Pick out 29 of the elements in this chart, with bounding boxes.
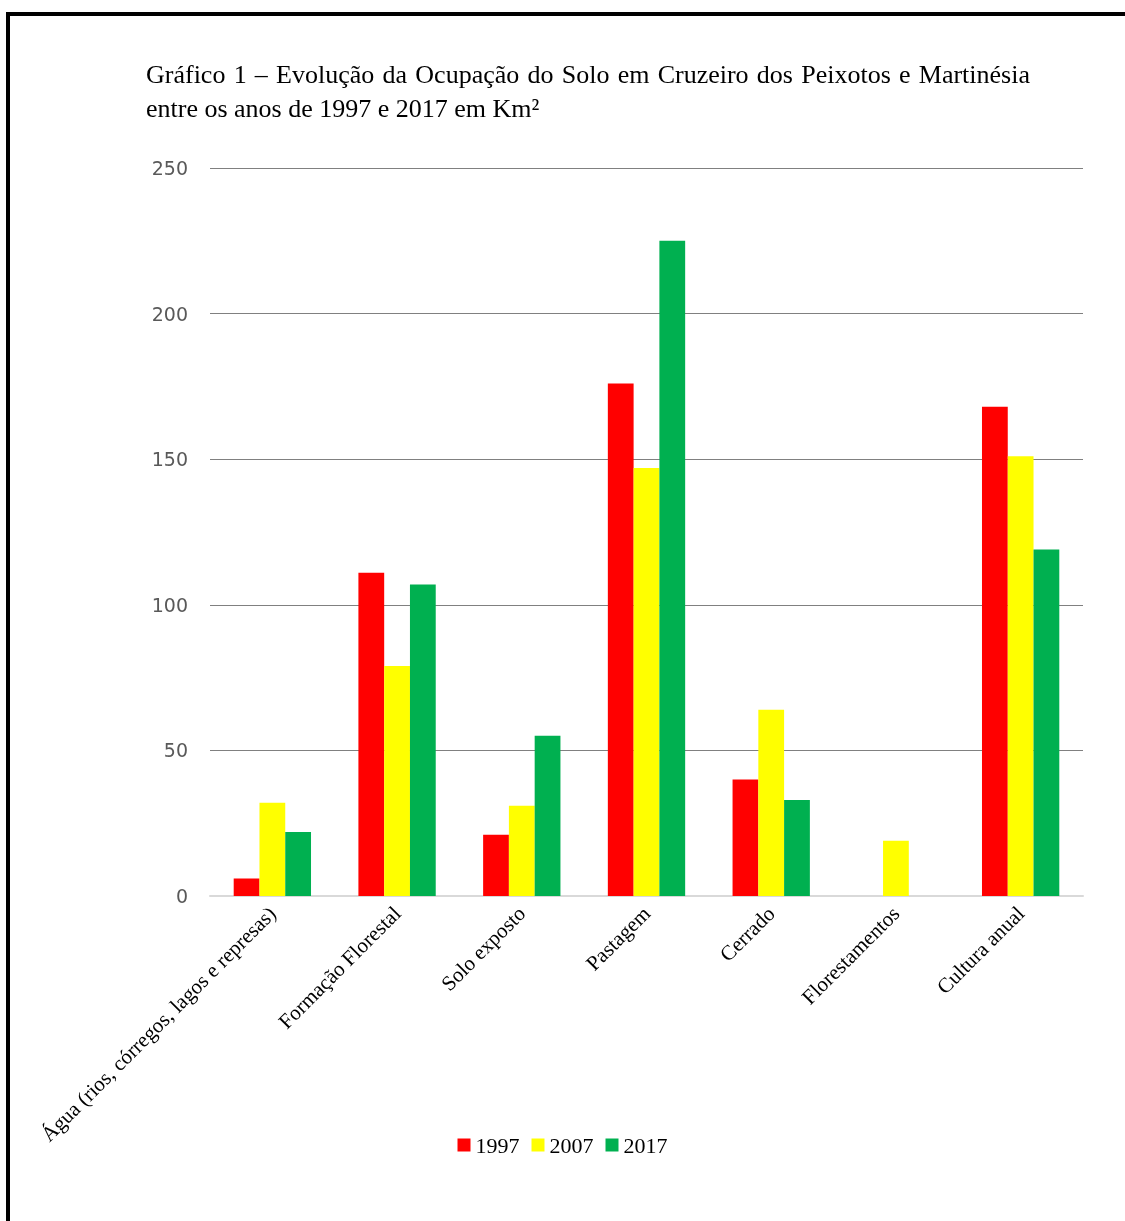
- bar: [758, 709, 785, 896]
- y-tick-label: 150: [151, 448, 188, 471]
- y-tick-label: 0: [175, 885, 188, 907]
- bar: [883, 840, 909, 896]
- legend-label: 2007: [549, 1132, 594, 1158]
- bar: [534, 735, 561, 896]
- bar: [384, 665, 410, 896]
- y-tick-label: 100: [151, 593, 188, 616]
- bar: [358, 572, 385, 896]
- y-tick-label: 250: [151, 157, 188, 179]
- y-tick-label: 200: [151, 302, 188, 325]
- y-tick-label: 50: [163, 739, 188, 762]
- bar: [1007, 456, 1034, 896]
- bar: [259, 802, 286, 896]
- bar: [508, 805, 535, 896]
- bar: [607, 383, 634, 896]
- bar: [784, 799, 810, 896]
- bar: [233, 878, 260, 896]
- bar: [633, 467, 660, 896]
- bar: [659, 240, 686, 896]
- bar: [483, 834, 509, 896]
- bar: [732, 779, 759, 896]
- bar: [409, 584, 436, 896]
- bar: [981, 406, 1008, 896]
- bar: [1033, 549, 1060, 896]
- chart-title: Gráfico 1 – Evolução da Ocupação do Solo em Cruzeiro dos Peixotos e Martinésia entre os anos de 1997 e 2017 em Km²: [146, 59, 1030, 125]
- legend-label: 1997: [475, 1132, 520, 1158]
- legend-label: 2017: [623, 1132, 668, 1158]
- bar: [285, 831, 312, 896]
